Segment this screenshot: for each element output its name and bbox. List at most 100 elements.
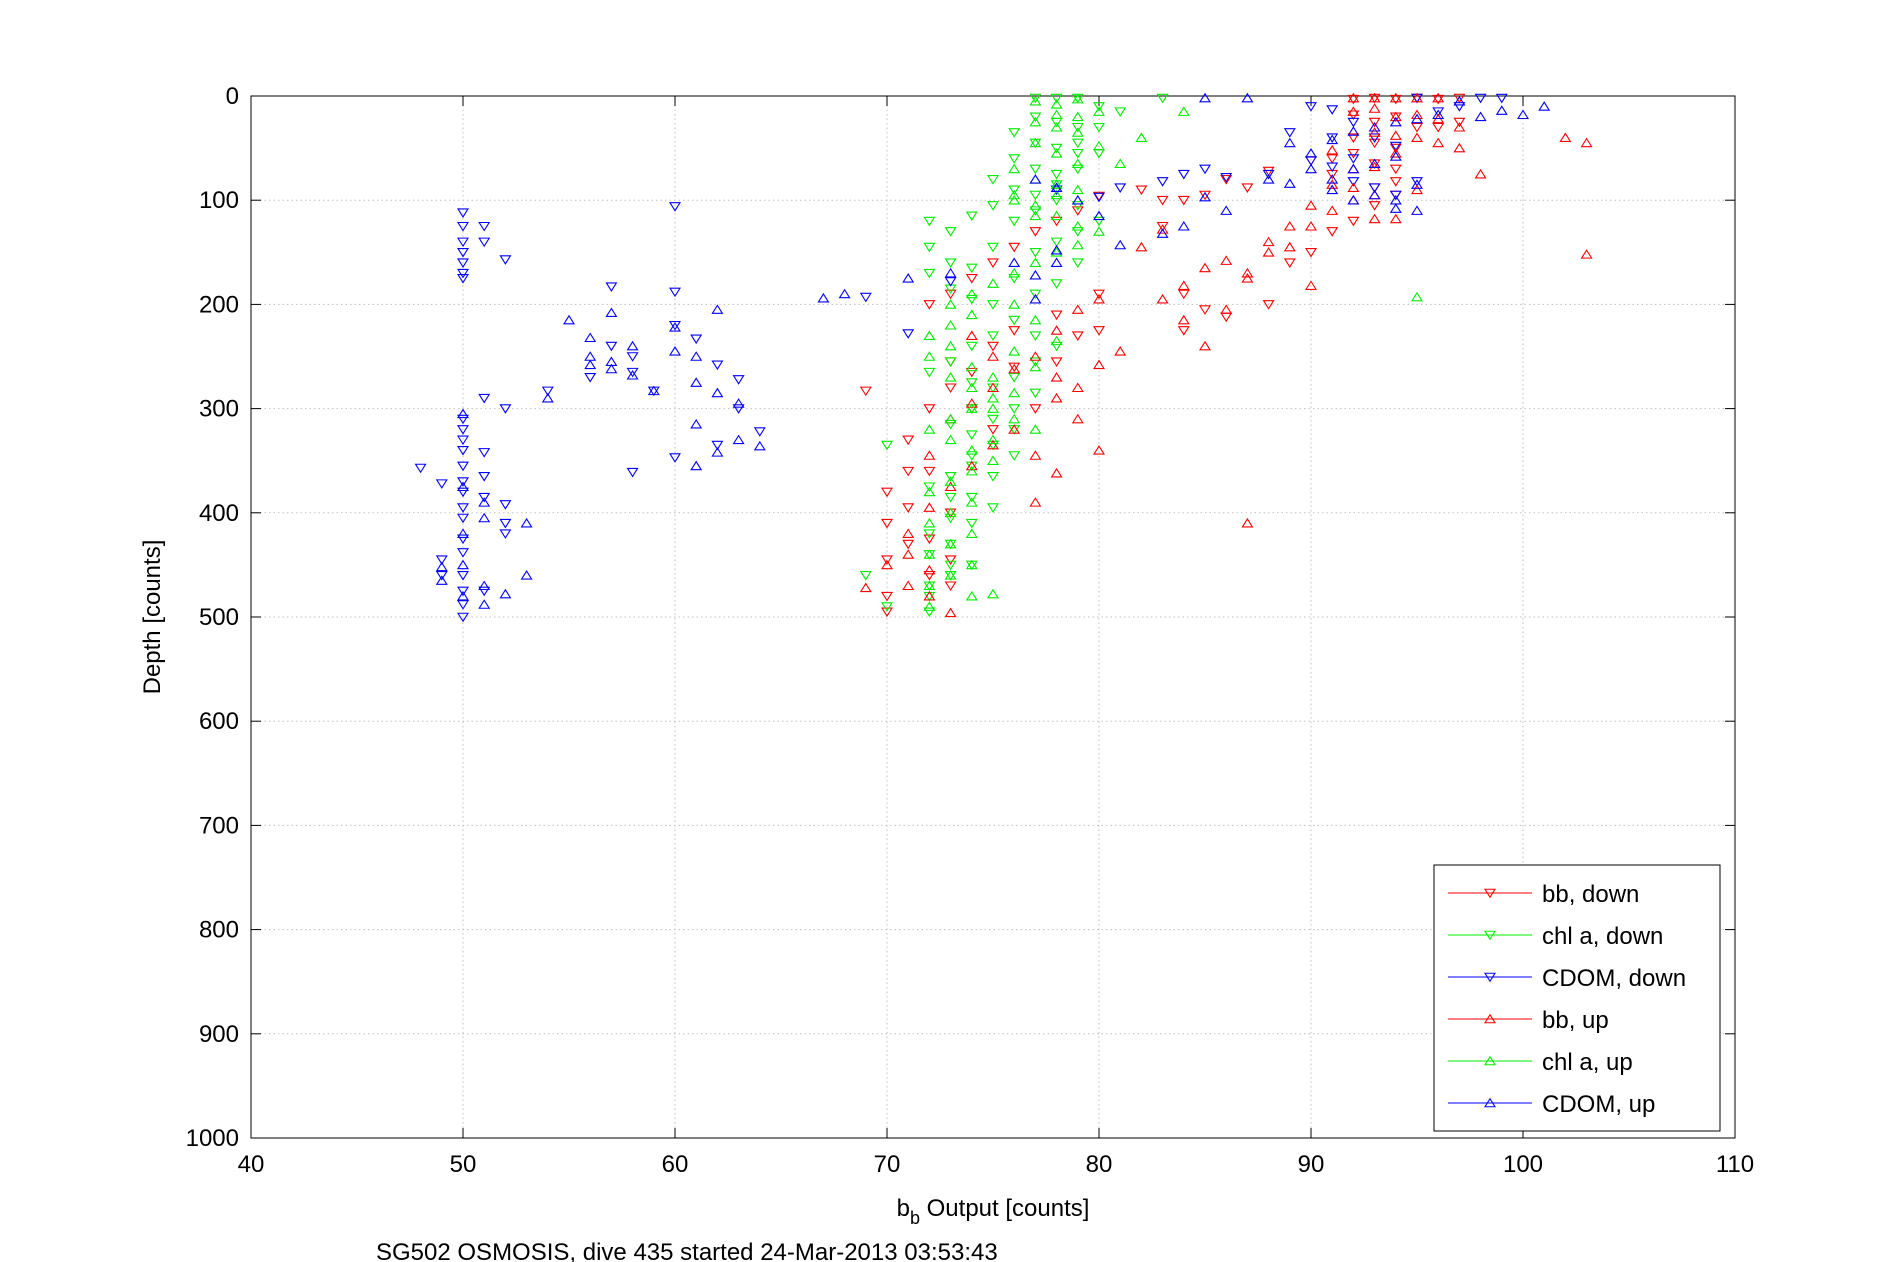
data-point [1029, 450, 1042, 460]
data-point [478, 512, 491, 523]
data-point [965, 288, 978, 299]
data-point [923, 564, 936, 575]
y-tick-labels: 0 100 200 300 400 500 600 700 800 900 1000 [186, 83, 239, 1152]
data-point [1008, 257, 1021, 268]
data-point [669, 320, 681, 331]
data-point [1029, 269, 1042, 280]
data-point [457, 445, 469, 456]
data-point [1071, 258, 1084, 269]
data-point [1389, 116, 1402, 127]
data-point [1114, 239, 1127, 250]
legend-label: chl a, down [1542, 923, 1663, 950]
data-point [965, 382, 978, 393]
data-point [1389, 130, 1402, 140]
data-point [1453, 93, 1466, 104]
legend-marker [1484, 1013, 1496, 1024]
data-point [902, 539, 915, 550]
data-point [944, 277, 957, 287]
data-point [923, 482, 936, 493]
data-point [923, 367, 936, 378]
series-2 [414, 93, 1508, 623]
data-point [1177, 195, 1190, 206]
data-point [541, 386, 554, 397]
data-point [1241, 273, 1254, 283]
data-point [1029, 404, 1042, 414]
data-point [1220, 172, 1233, 183]
data-point [923, 450, 936, 460]
data-point [669, 346, 681, 356]
data-point [902, 466, 915, 477]
data-point [1347, 163, 1360, 174]
data-point [1093, 102, 1105, 112]
data-point [902, 329, 915, 339]
data-point [457, 221, 469, 232]
data-point [1071, 194, 1084, 205]
data-point [1411, 291, 1423, 302]
data-point [859, 571, 872, 581]
data-point [902, 273, 915, 283]
data-point [1050, 467, 1063, 478]
data-point [1411, 132, 1423, 142]
data-point [1220, 255, 1233, 265]
data-point [711, 447, 724, 457]
data-point [838, 288, 851, 299]
data-point [669, 453, 681, 463]
data-point [1368, 138, 1381, 149]
data-point [1093, 122, 1105, 133]
data-point [1389, 177, 1402, 187]
data-point [1283, 178, 1296, 188]
data-point [1326, 105, 1339, 115]
y-tick-label: 700 [199, 812, 239, 839]
data-point [1008, 189, 1021, 200]
data-point [881, 518, 893, 529]
data-point [1008, 242, 1021, 253]
data-point [520, 570, 533, 580]
x-tick-label: 110 [1716, 1151, 1754, 1178]
data-point [1029, 497, 1042, 507]
data-point [1008, 404, 1021, 414]
data-point [711, 387, 724, 398]
data-point [923, 330, 936, 340]
legend-item: bb, down [1448, 881, 1639, 908]
data-point [457, 534, 469, 545]
data-point [690, 334, 703, 345]
data-point [1093, 106, 1105, 116]
x-tick-label: 80 [1086, 1151, 1113, 1178]
data-point [965, 309, 978, 320]
data-point [1093, 226, 1105, 236]
data-point [1050, 310, 1063, 321]
data-point [1283, 220, 1296, 231]
data-point [1177, 326, 1190, 336]
data-point [457, 586, 469, 597]
figure-caption: SG502 OSMOSIS, dive 435 started 24-Mar-2… [376, 1239, 998, 1262]
data-point [1008, 274, 1021, 284]
x-tick-label: 40 [238, 1151, 265, 1178]
data-point [1071, 93, 1084, 104]
data-point [987, 382, 999, 393]
data-point [1029, 210, 1042, 221]
data-point [605, 341, 618, 352]
data-point [457, 435, 469, 446]
x-axis-label-rest: Output [counts] [920, 1195, 1089, 1222]
data-point [1453, 95, 1466, 106]
data-point [626, 352, 639, 362]
data-point [1135, 185, 1148, 196]
y-axis-label: Depth [counts] [139, 540, 166, 695]
data-point [1071, 138, 1084, 149]
data-point [1071, 201, 1084, 211]
data-point [944, 419, 957, 430]
data-point [478, 580, 491, 591]
data-point [1050, 189, 1063, 200]
legend-marker [1484, 972, 1496, 983]
data-point [626, 367, 639, 378]
data-point [1411, 184, 1423, 195]
data-point [1368, 201, 1381, 211]
data-point [987, 242, 999, 253]
data-point [647, 385, 660, 396]
data-point [1389, 213, 1402, 224]
x-tick-label: 70 [874, 1151, 901, 1178]
data-point [1050, 121, 1063, 132]
data-point [1071, 184, 1084, 195]
data-point [944, 383, 957, 394]
data-point [987, 455, 999, 465]
